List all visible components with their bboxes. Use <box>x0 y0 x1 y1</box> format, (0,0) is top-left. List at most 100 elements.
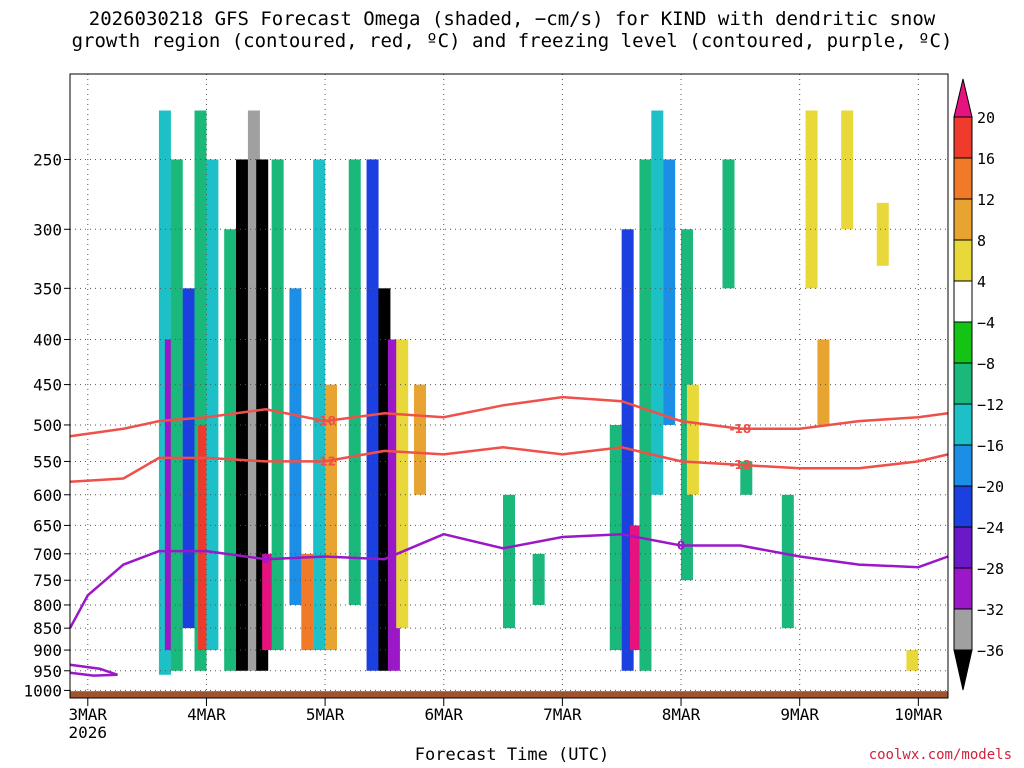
omega-cell <box>224 229 237 671</box>
colorbar-band <box>953 280 973 323</box>
x-tick-label: 3MAR <box>69 705 108 724</box>
y-tick-label: 1000 <box>23 681 62 700</box>
colorbar-label: −28 <box>977 560 1004 578</box>
colorbar-band <box>953 485 973 528</box>
contour-line <box>69 663 118 677</box>
colorbar-band <box>953 239 973 282</box>
contour-line <box>69 395 949 438</box>
y-tick-label: 650 <box>33 516 62 535</box>
omega-cell <box>663 159 676 425</box>
colorbar-band <box>953 116 973 159</box>
ground-fill <box>70 691 948 698</box>
colorbar-band <box>953 403 973 446</box>
omega-cell <box>532 553 545 605</box>
omega-cell <box>876 202 889 266</box>
colorbar-label: −12 <box>977 396 1004 414</box>
colorbar-label: 16 <box>977 150 995 168</box>
colorbar-label: −36 <box>977 642 1004 660</box>
contour-label: -18 <box>314 414 336 428</box>
contour-line <box>69 446 949 484</box>
y-tick-label: 350 <box>33 279 62 298</box>
omega-cell <box>639 159 652 671</box>
x-axis-label: Forecast Time (UTC) <box>414 745 610 765</box>
omega-cell <box>906 650 919 671</box>
omega-cell <box>247 110 260 671</box>
omega-cell <box>325 384 338 651</box>
omega-cell <box>256 159 269 671</box>
x-tick-label: 7MAR <box>543 705 582 724</box>
omega-cell <box>740 461 753 495</box>
omega-cell <box>609 424 622 651</box>
x-tick-label: 4MAR <box>187 705 226 724</box>
contour-label: 0 <box>677 539 685 553</box>
colorbar-band <box>953 198 973 241</box>
colorbar-band <box>953 526 973 569</box>
x-tick-label: 9MAR <box>780 705 819 724</box>
colorbar-label: −32 <box>977 601 1004 619</box>
omega-shading <box>158 110 919 675</box>
colorbar-label: 8 <box>977 232 986 250</box>
y-tick-label: 800 <box>33 596 62 615</box>
y-axis: 250 300 350 400 450 500 550 600 650 700 750 800 850 9… <box>23 150 70 700</box>
contour-label: -12 <box>314 454 336 468</box>
colorbar-label: −8 <box>977 355 995 373</box>
credit-link[interactable]: coolwx.com/models <box>868 747 1012 763</box>
colorbar-arrow-bottom <box>953 649 973 691</box>
plot-frame <box>69 73 949 699</box>
colorbar-arrow-top <box>953 78 973 118</box>
y-tick-label: 950 <box>33 662 62 681</box>
y-tick-label: 400 <box>33 330 62 349</box>
colorbar-label: 12 <box>977 191 995 209</box>
omega-cell <box>271 159 284 651</box>
omega-cell <box>262 553 275 651</box>
y-tick-label: 500 <box>33 416 62 435</box>
omega-cell <box>236 159 249 671</box>
y-tick-label: 900 <box>33 641 62 660</box>
omega-cell <box>396 339 409 629</box>
omega-cell <box>289 288 302 605</box>
colorbar-band <box>953 362 973 405</box>
omega-cell <box>313 159 326 651</box>
y-tick-label: 600 <box>33 486 62 505</box>
y-tick-label: 300 <box>33 220 62 239</box>
omega-cell <box>206 159 219 651</box>
omega-cell <box>817 339 830 425</box>
x-tick-label: 5MAR <box>306 705 345 724</box>
x-tick-label: 8MAR <box>662 705 701 724</box>
x-axis: 3MAR 4MAR 5MAR 6MAR 7MAR 8MAR 9MAR 10MAR 2026 <box>69 698 943 742</box>
y-tick-label: 850 <box>33 619 62 638</box>
chart-title-line1: 2026030218 GFS Forecast Omega (shaded, −… <box>88 8 936 30</box>
colorbar-band <box>953 157 973 200</box>
colorbar-label: −16 <box>977 437 1004 455</box>
omega-cell <box>651 110 664 495</box>
colorbar: 20 16 12 8 4 −4 −8 −12 −16 −20 −24 −28 −32 −36 <box>953 78 1004 691</box>
omega-cell <box>301 553 314 651</box>
omega-cell <box>170 159 183 671</box>
colorbar-band <box>953 608 973 651</box>
y-tick-label: 750 <box>33 571 62 590</box>
chart-title-line2: growth region (contoured, red, ºC) and f… <box>71 30 953 52</box>
y-tick-label: 250 <box>33 150 62 169</box>
colorbar-band <box>953 321 973 364</box>
x-year-label: 2026 <box>69 723 108 742</box>
contours: -18 -18 -12 -12 0 0 <box>68 395 949 677</box>
omega-cell <box>629 525 642 651</box>
colorbar-label: −4 <box>977 314 995 332</box>
contour-line <box>68 532 949 629</box>
colorbar-label: −24 <box>977 519 1004 537</box>
x-tick-label: 10MAR <box>894 705 943 724</box>
colorbar-label: 4 <box>977 273 986 291</box>
contour-label: -18 <box>730 422 752 436</box>
omega-cell <box>686 384 699 495</box>
omega-cell <box>805 110 818 289</box>
y-tick-label: 450 <box>33 376 62 395</box>
colorbar-band <box>953 444 973 487</box>
colorbar-label: −20 <box>977 478 1004 496</box>
omega-cell <box>503 494 515 629</box>
omega-cell <box>378 288 391 671</box>
y-tick-label: 700 <box>33 545 62 564</box>
omega-cell <box>414 384 427 495</box>
omega-cell <box>781 494 794 629</box>
omega-cell <box>722 159 735 289</box>
